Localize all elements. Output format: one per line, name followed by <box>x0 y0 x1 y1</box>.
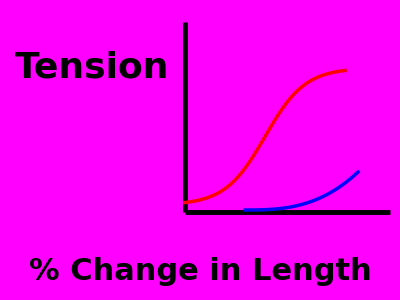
Text: Tension: Tension <box>15 51 170 85</box>
Text: % Change in Length: % Change in Length <box>29 257 371 286</box>
